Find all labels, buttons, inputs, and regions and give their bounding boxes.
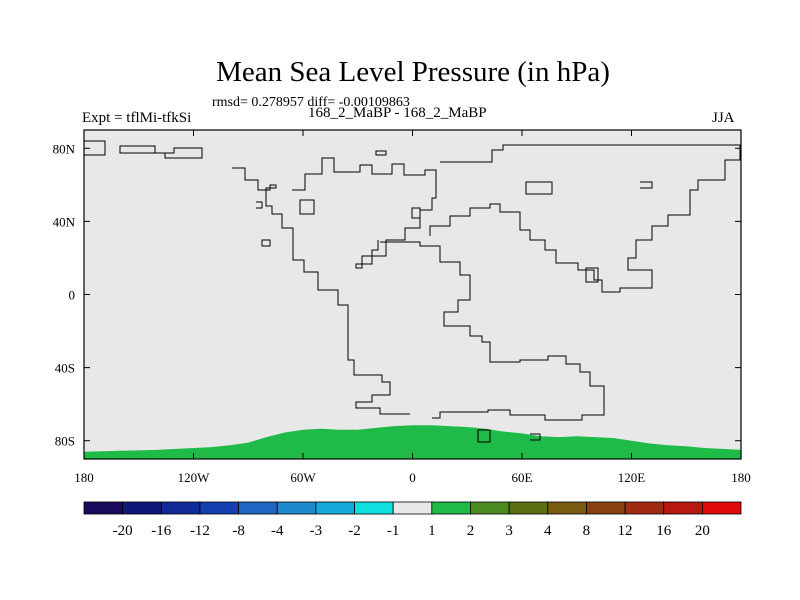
colorbar-swatch bbox=[701, 501, 742, 515]
y-tick-label: 0 bbox=[69, 288, 76, 303]
colorbar-swatch bbox=[354, 501, 394, 515]
colorbar-label: -20 bbox=[113, 523, 133, 539]
x-tick-label: 120E bbox=[618, 470, 646, 485]
colorbar-swatch bbox=[663, 501, 703, 515]
colorbar-label: -1 bbox=[387, 523, 400, 539]
colorbar-label: 1 bbox=[428, 523, 436, 539]
colorbar-swatch bbox=[392, 501, 433, 515]
colorbar: -20 -16 -12 -8 -4 -3 -2 -1 1 2 3 4 8 12 16 20 bbox=[83, 501, 742, 539]
colorbar-swatch bbox=[276, 501, 317, 515]
colorbar-label: 2 bbox=[467, 523, 475, 539]
x-tick-label: 180 bbox=[74, 470, 94, 485]
colorbar-swatch bbox=[547, 501, 587, 515]
colorbar-label: 4 bbox=[544, 523, 552, 539]
colorbar-swatch bbox=[508, 501, 549, 515]
y-tick-label: 80S bbox=[55, 434, 75, 449]
colorbar-label: -3 bbox=[310, 523, 323, 539]
colorbar-swatch bbox=[83, 501, 124, 515]
coastline-outline-icon bbox=[84, 140, 741, 443]
colorbar-label: 8 bbox=[583, 523, 591, 539]
y-tick-label: 80N bbox=[53, 141, 76, 156]
y-tick-label: 40N bbox=[53, 214, 76, 229]
chart-title: Mean Sea Level Pressure (in hPa) bbox=[216, 56, 610, 88]
colorbar-label: -8 bbox=[232, 523, 245, 539]
colorbar-swatch bbox=[122, 501, 162, 515]
y-tick-label: 40S bbox=[55, 361, 75, 376]
colorbar-swatch bbox=[315, 501, 355, 515]
x-tick-label: 180 bbox=[731, 470, 751, 485]
colorbar-swatch bbox=[199, 501, 239, 515]
colorbar-label: 16 bbox=[656, 523, 672, 539]
colorbar-swatch bbox=[238, 501, 278, 515]
colorbar-swatch bbox=[160, 501, 201, 515]
colorbar-label: -16 bbox=[151, 523, 171, 539]
comparison-label: 168_2_MaBP - 168_2_MaBP bbox=[308, 105, 487, 121]
colorbar-swatch bbox=[470, 501, 510, 515]
plot-area bbox=[84, 130, 741, 459]
season-label: JJA bbox=[712, 110, 735, 126]
colorbar-label: -4 bbox=[271, 523, 284, 539]
colorbar-swatch bbox=[586, 501, 626, 515]
colorbar-label: 12 bbox=[618, 523, 633, 539]
x-tick-label: 0 bbox=[409, 470, 416, 485]
antarctic-band bbox=[84, 425, 741, 459]
stats-line: rmsd= 0.278957 diff= -0.00109863 bbox=[212, 95, 410, 110]
x-tick-label: 120W bbox=[178, 470, 211, 485]
colorbar-swatch bbox=[624, 501, 665, 515]
axes-group: 180 120W 60W 0 60E 120E 180 80N 40N 0 40S 80S bbox=[53, 130, 751, 485]
colorbar-swatch bbox=[431, 501, 471, 515]
x-tick-label: 60E bbox=[512, 470, 533, 485]
colorbar-label: -2 bbox=[348, 523, 361, 539]
x-tick-label: 60W bbox=[290, 470, 316, 485]
colorbar-label: 3 bbox=[505, 523, 513, 539]
colorbar-label: 20 bbox=[695, 523, 710, 539]
experiment-label: Expt = tflMi-tfkSi bbox=[82, 110, 192, 126]
colorbar-label: -12 bbox=[190, 523, 210, 539]
